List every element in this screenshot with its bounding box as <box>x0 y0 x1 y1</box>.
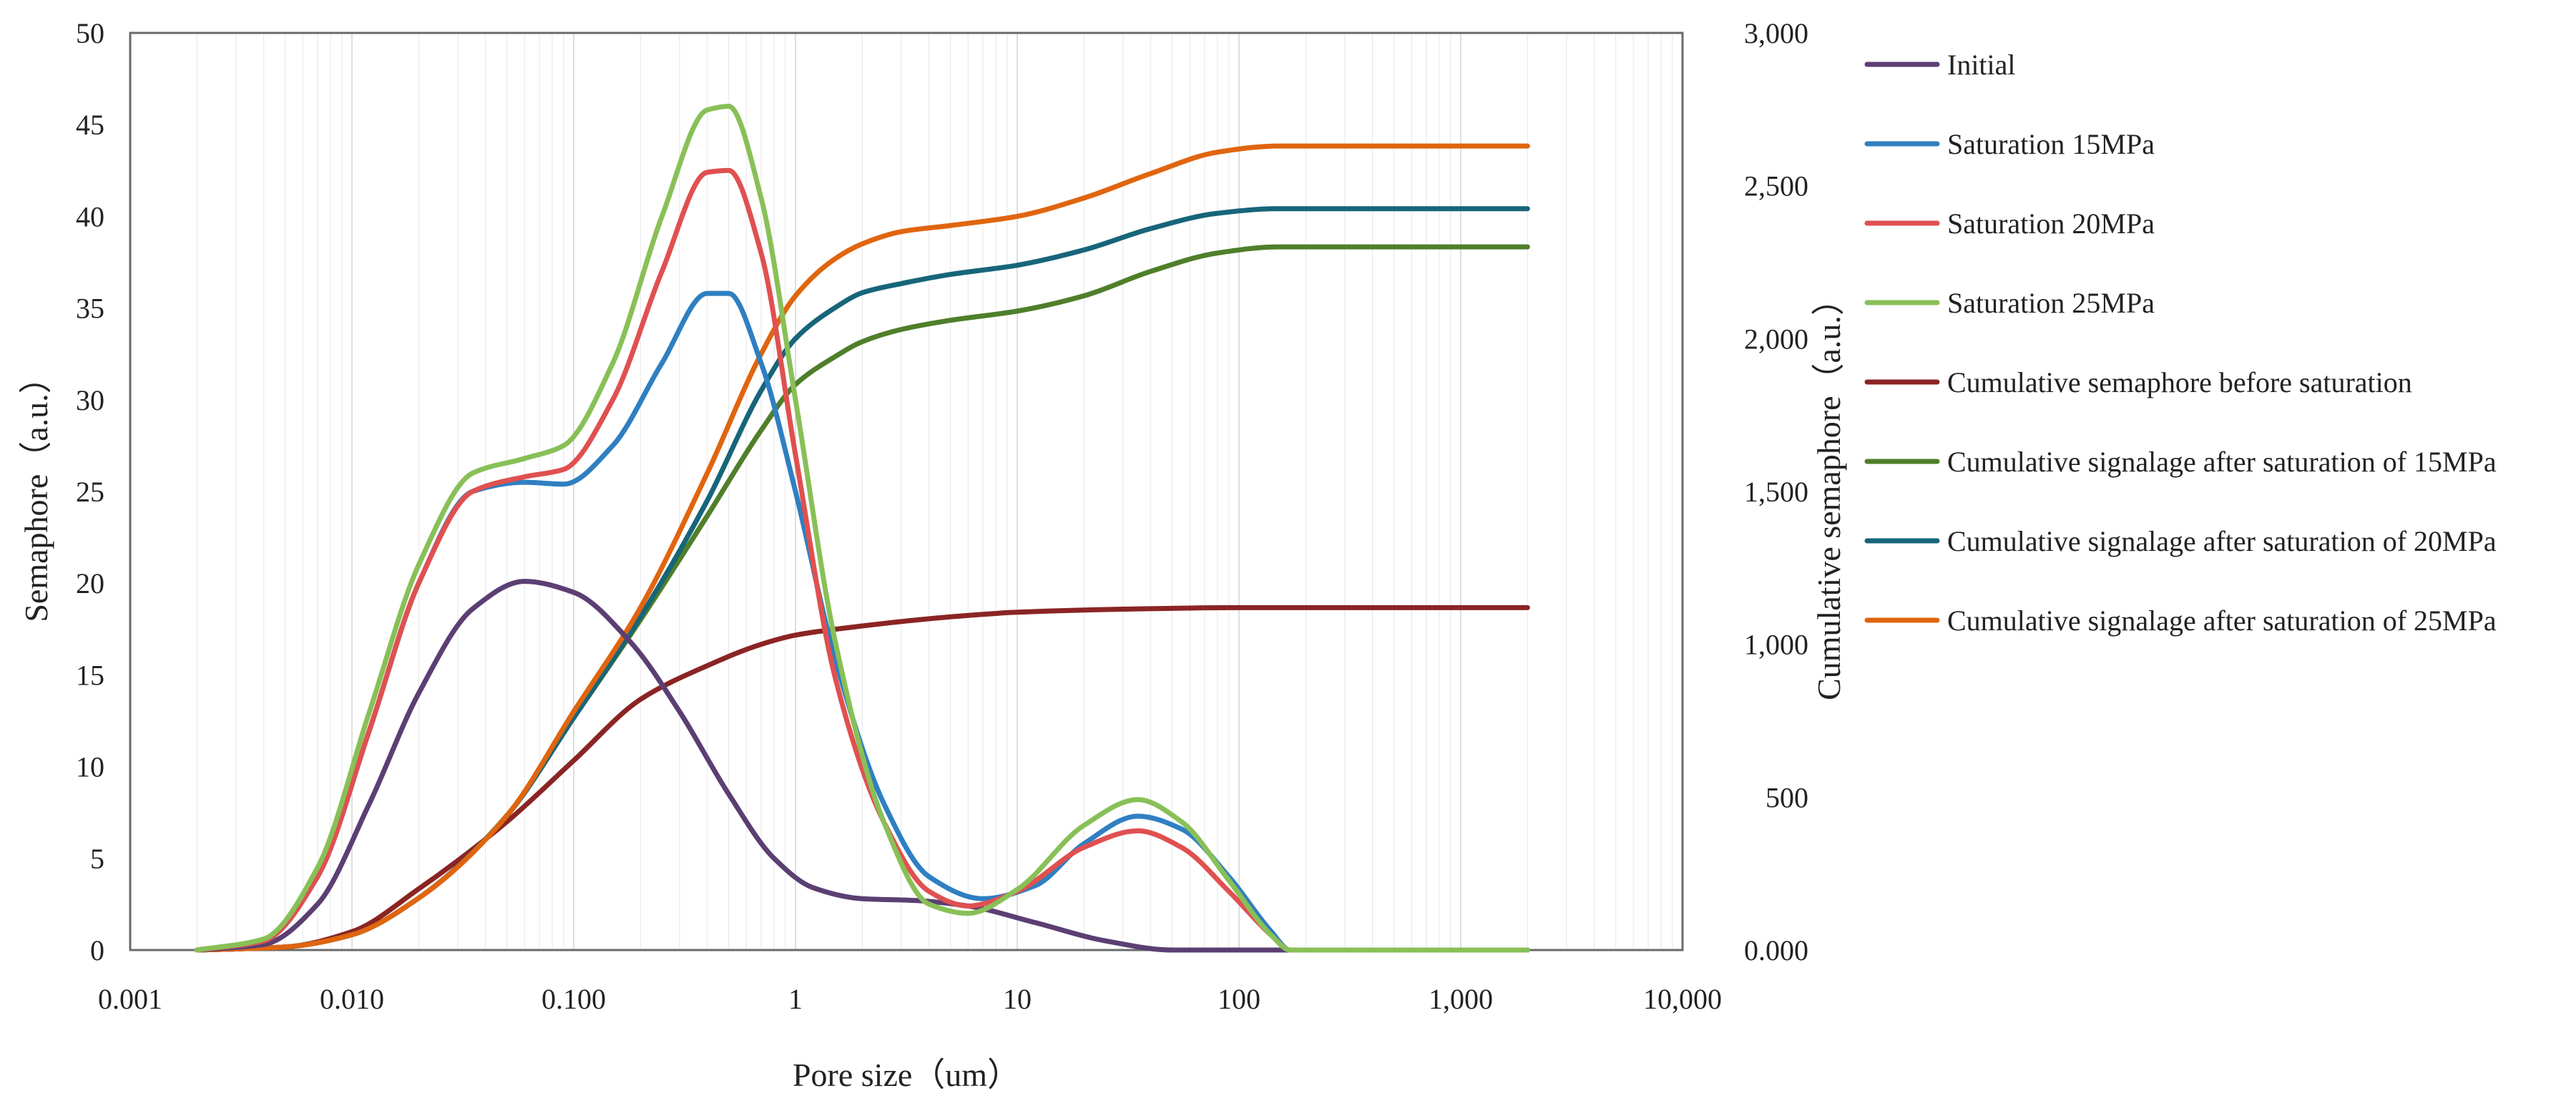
x-tick-label: 10,000 <box>1643 983 1722 1015</box>
right-y-tick-label: 2,000 <box>1744 323 1808 355</box>
left-y-tick-label: 5 <box>90 843 104 875</box>
left-y-tick-label: 15 <box>76 659 104 691</box>
x-tick-label: 0.010 <box>320 983 384 1015</box>
x-tick-label: 0.001 <box>98 983 162 1015</box>
legend-label: Saturation 25MPa <box>1947 287 2155 319</box>
series-line-2 <box>194 167 1530 953</box>
left-y-tick-label: 25 <box>76 476 104 508</box>
x-tick-label: 1,000 <box>1429 983 1493 1015</box>
legend-label: Cumulative signalage after saturation of… <box>1947 525 2497 557</box>
right-y-tick-label: 0.000 <box>1744 934 1808 966</box>
right-y-axis-title: Cumulative semaphore（a.u.） <box>1811 283 1847 700</box>
legend-label: Cumulative semaphore before saturation <box>1947 366 2412 398</box>
gridlines <box>129 33 1673 950</box>
right-y-tick-label: 500 <box>1766 781 1808 813</box>
left-y-tick-label: 45 <box>76 109 104 141</box>
right-y-tick-label: 1,500 <box>1744 476 1808 508</box>
left-y-axis-title: Semaphore（a.u.） <box>18 361 54 622</box>
left-y-tick-label: 10 <box>76 751 104 783</box>
left-y-tick-label: 40 <box>76 200 104 232</box>
series-lines <box>194 104 1530 953</box>
series-line-4 <box>194 604 1530 953</box>
x-axis-title: Pore size（um） <box>793 1057 1020 1093</box>
right-y-tick-label: 2,500 <box>1744 170 1808 202</box>
right-y-tick-label: 3,000 <box>1744 17 1808 49</box>
x-tick-label: 100 <box>1218 983 1260 1015</box>
x-tick-label: 1 <box>788 983 803 1015</box>
legend-label: Cumulative signalage after saturation of… <box>1947 604 2497 637</box>
x-tick-label: 10 <box>1003 983 1032 1015</box>
legend-label: Saturation 15MPa <box>1947 128 2155 160</box>
series-line-3 <box>194 104 1530 953</box>
axis-tick-labels: 0.001 0.010 0.100 1 10 100 1,000 10,000 0 5 10 15 20… <box>76 17 1808 1015</box>
x-tick-label: 0.100 <box>542 983 606 1015</box>
legend-label: Saturation 20MPa <box>1947 207 2155 240</box>
series-line-0 <box>194 579 1530 953</box>
left-y-tick-label: 50 <box>76 17 104 49</box>
plot-area-frame <box>129 31 1684 951</box>
left-y-tick-label: 0 <box>90 934 104 966</box>
right-y-tick-label: 1,000 <box>1744 629 1808 661</box>
left-y-tick-label: 35 <box>76 293 104 325</box>
left-y-tick-label: 30 <box>76 384 104 416</box>
legend-label: Cumulative signalage after saturation of… <box>1947 446 2497 478</box>
legend-label: Initial <box>1947 49 2016 81</box>
legend: Initial Saturation 15MPa Saturation 20MPa S… <box>1864 49 2497 637</box>
left-y-tick-label: 20 <box>76 567 104 599</box>
